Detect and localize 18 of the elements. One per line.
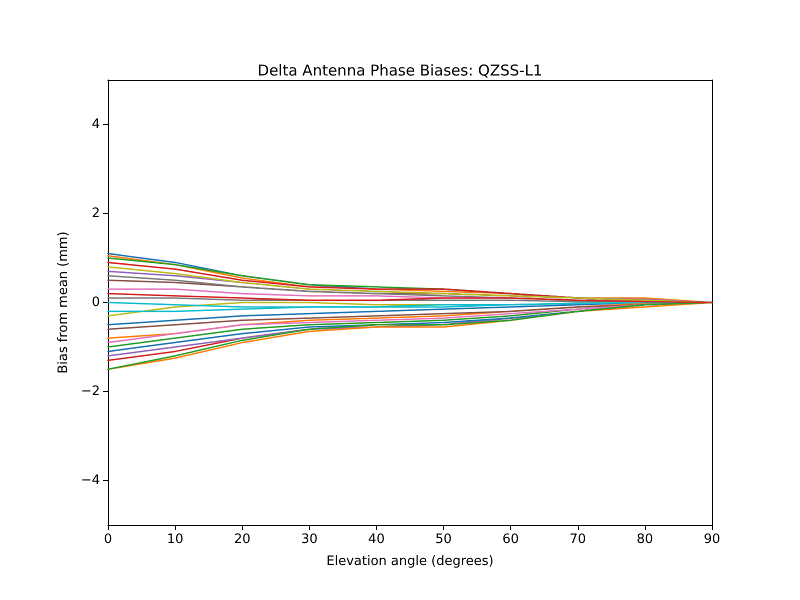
y-axis-title: Bias from mean (mm) <box>56 231 71 374</box>
y-tick-label: −2 <box>80 384 100 399</box>
x-tick-label: 30 <box>301 532 318 547</box>
x-tick-label: 50 <box>435 532 452 547</box>
x-tick-label: 20 <box>234 532 250 547</box>
y-tick-label: −4 <box>80 473 100 488</box>
x-tick-label: 80 <box>636 532 654 547</box>
y-tick-label: 0 <box>92 295 100 310</box>
chart-title: Delta Antenna Phase Biases: QZSS-L1 <box>258 62 542 80</box>
x-tick-label: 90 <box>704 532 720 547</box>
x-tick-label: 40 <box>368 532 385 547</box>
x-tick-label: 10 <box>166 532 184 547</box>
x-tick-label: 70 <box>570 532 586 547</box>
x-tick-label: 0 <box>104 532 112 547</box>
x-tick-label: 60 <box>502 532 519 547</box>
y-tick-label: 2 <box>92 206 100 221</box>
x-axis-title: Elevation angle (degrees) <box>326 554 494 569</box>
y-tick-label: 4 <box>92 117 100 132</box>
